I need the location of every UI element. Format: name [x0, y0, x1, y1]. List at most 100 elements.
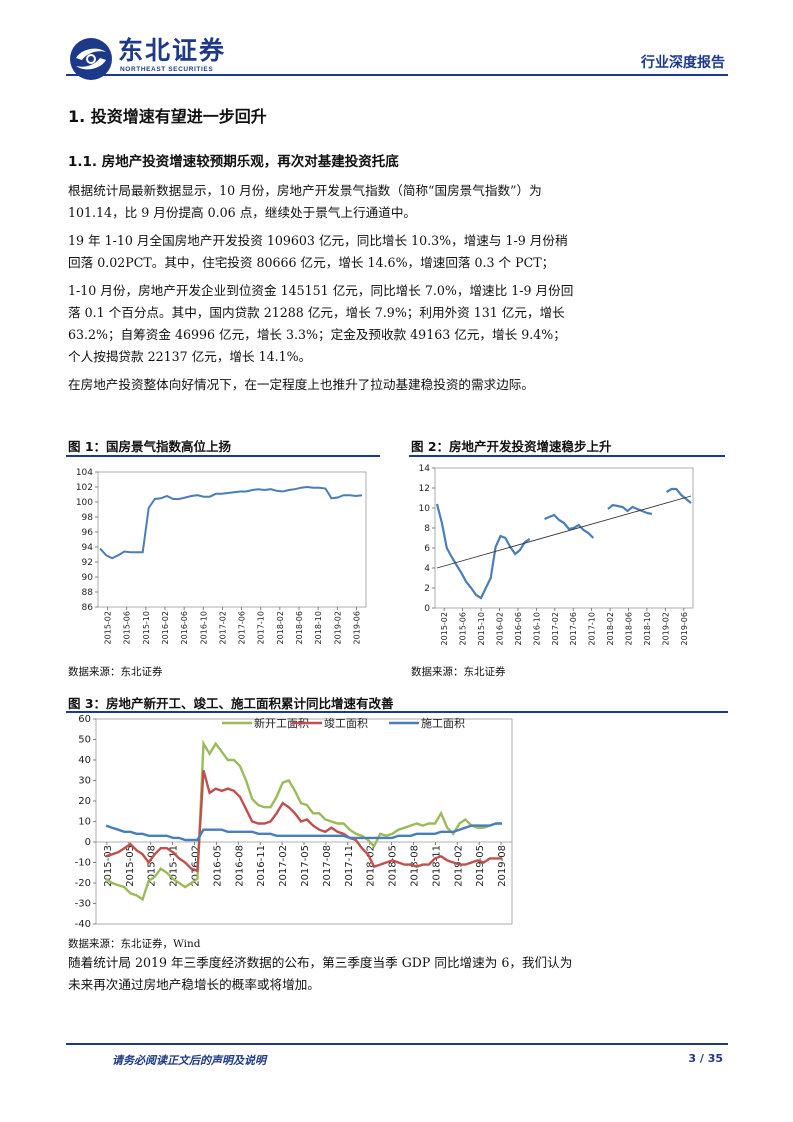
x-tick-label: 2015-06 [459, 612, 468, 645]
x-tick-label: 2016-02 [161, 611, 170, 644]
x-tick-label: 2016-06 [514, 612, 523, 645]
legend-label: 竣工面积 [324, 716, 368, 730]
y-tick-label: 10 [78, 817, 91, 828]
y-tick-label: 40 [78, 755, 91, 766]
figure-3-rule [66, 711, 728, 713]
x-tick-label: 2019-02 [453, 845, 464, 887]
x-tick-label: 2015-11 [169, 845, 180, 887]
y-tick-label: -10 [75, 858, 91, 869]
trend-line [436, 495, 692, 569]
x-tick-label: 2017-02 [551, 612, 560, 645]
y-tick-label: 102 [76, 483, 93, 493]
figure-1-title: 图 1：国房景气指数高位上扬 [68, 439, 232, 454]
y-tick-label: 6 [424, 544, 430, 554]
x-tick-label: 2017-06 [238, 611, 247, 644]
x-tick-label: 2016-05 [212, 845, 223, 887]
y-tick-label: 100 [76, 498, 93, 508]
figure-1-chart: 86 88 90 92 94 96 98 100 102 104 2015-02 2015-06 201… [76, 468, 367, 644]
x-tick-label: 2018-02 [276, 611, 285, 644]
figure-1-source: 数据来源：东北证券 [68, 666, 163, 678]
x-tick-label: 2015-08 [147, 845, 158, 887]
x-tick-label: 2017-02 [218, 611, 227, 644]
x-tick-label: 2017-08 [322, 845, 333, 887]
y-tick-label: 94 [82, 543, 94, 553]
x-tick-label: 2016-10 [199, 611, 208, 644]
x-tick-label: 2017-10 [257, 611, 266, 644]
x-tick-label: 2019-02 [333, 611, 342, 644]
x-tick-label: 2015-06 [123, 611, 132, 644]
disclaimer-note: 请务必阅读正文后的声明及说明 [112, 1054, 266, 1067]
y-tick-label: 2 [424, 584, 430, 594]
x-tick-label: 2018-05 [388, 845, 399, 887]
x-tick-label: 2018-02 [366, 845, 377, 887]
x-tick-label: 2016-06 [180, 611, 189, 644]
y-tick-label: 4 [424, 564, 430, 574]
y-tick-label: 50 [78, 735, 91, 746]
figure-2-source: 数据来源：东北证券 [411, 666, 506, 678]
y-tick-label: 60 [78, 714, 91, 725]
figure-3-title: 图 3：房地产新开工、竣工、施工面积累计同比增速有改善 [68, 696, 394, 711]
x-tick-label: 2018-10 [314, 611, 323, 644]
x-tick-label: 2016-02 [191, 845, 202, 887]
x-tick-label: 2019-06 [680, 612, 689, 645]
x-tick-label: 2019-06 [352, 611, 361, 644]
investment-growth-line-3 [607, 503, 653, 516]
x-tick-label: 2018-10 [643, 612, 652, 645]
brand-name-en: NORTHEAST SECURITIES [120, 66, 214, 73]
y-tick-label: 0 [85, 837, 91, 848]
x-tick-label: 2019-05 [475, 845, 486, 887]
northeast-securities-logo-icon [70, 38, 112, 80]
report-type-label: 行业深度报告 [641, 55, 725, 71]
x-tick-label: 2017-05 [300, 845, 311, 887]
x-tick-label: 2016-02 [496, 612, 505, 645]
gdp-index-line [99, 485, 363, 560]
paragraph-2: 19 年 1-10 月全国房地产开发投资 109603 亿元，同比增长 10.3… [68, 233, 568, 270]
figure-2-title: 图 2：房地产开发投资增速稳步上升 [411, 439, 612, 454]
figure-3-chart: -40 -30 -20 -10 0 10 20 30 40 50 60 2015-03 2015-05 2… [75, 714, 513, 930]
footer-divider [66, 1043, 728, 1045]
y-tick-label: 88 [82, 588, 94, 598]
brand-name-cn: 东北证券 [118, 36, 227, 65]
y-tick-label: 86 [82, 603, 94, 613]
y-tick-label: 8 [424, 524, 430, 534]
x-tick-label: 2015-03 [103, 845, 114, 887]
x-tick-label: 2015-10 [477, 612, 486, 645]
x-tick-label: 2018-02 [606, 612, 615, 645]
x-tick-label: 2018-06 [625, 612, 634, 645]
x-tick-label: 2016-11 [256, 845, 267, 887]
subsection-heading: 1.1. 房地产投资增速较预期乐观，再次对基建投资托底 [68, 154, 399, 170]
investment-growth-line-4 [666, 487, 692, 504]
completed-area-line [105, 769, 502, 873]
figure-3-source: 数据来源：东北证券，Wind [68, 938, 201, 950]
y-tick-label: 90 [82, 573, 94, 583]
x-tick-label: 2019-02 [661, 612, 670, 645]
paragraph-3: 1-10 月份，房地产开发企业到位资金 145151 亿元，同比增长 7.0%，… [68, 283, 574, 364]
y-tick-label: 14 [419, 464, 431, 474]
x-tick-label: 2018-06 [295, 611, 304, 644]
paragraph-1: 根据统计局最新数据显示，10 月份，房地产开发景气指数（简称“国房景气指数”）为… [68, 183, 542, 220]
y-tick-label: 104 [76, 468, 93, 478]
x-tick-label: 2017-02 [278, 845, 289, 887]
y-tick-label: 92 [82, 558, 93, 568]
plot-frame [434, 467, 694, 609]
x-tick-label: 2017-10 [588, 612, 597, 645]
x-tick-label: 2017-11 [344, 845, 355, 887]
x-tick-label: 2018-11 [431, 845, 442, 887]
x-tick-label: 2015-05 [125, 845, 136, 887]
legend-label: 施工面积 [421, 717, 465, 730]
y-tick-label: -20 [75, 878, 91, 889]
y-tick-label: -40 [75, 919, 91, 930]
y-tick-label: 30 [78, 776, 91, 787]
construction-area-line [105, 822, 502, 842]
x-tick-label: 2015-02 [104, 611, 113, 644]
header-divider [66, 74, 728, 76]
new-start-area-line [105, 739, 502, 902]
paragraph-4: 在房地产投资整体向好情况下，在一定程度上也推升了拉动基建稳投资的需求边际。 [68, 377, 534, 392]
page-number: 3 / 35 [688, 1052, 723, 1065]
legend-label: 新开工面积 [254, 716, 309, 730]
y-tick-label: 12 [419, 484, 430, 494]
x-tick-label: 2017-06 [569, 612, 578, 645]
figure-2-chart: 0 2 4 6 8 10 12 14 2015-02 2015-06 2015-10 2016-02 2… [419, 464, 694, 645]
x-tick-label: 2016-08 [234, 845, 245, 887]
y-tick-label: 96 [82, 528, 94, 538]
